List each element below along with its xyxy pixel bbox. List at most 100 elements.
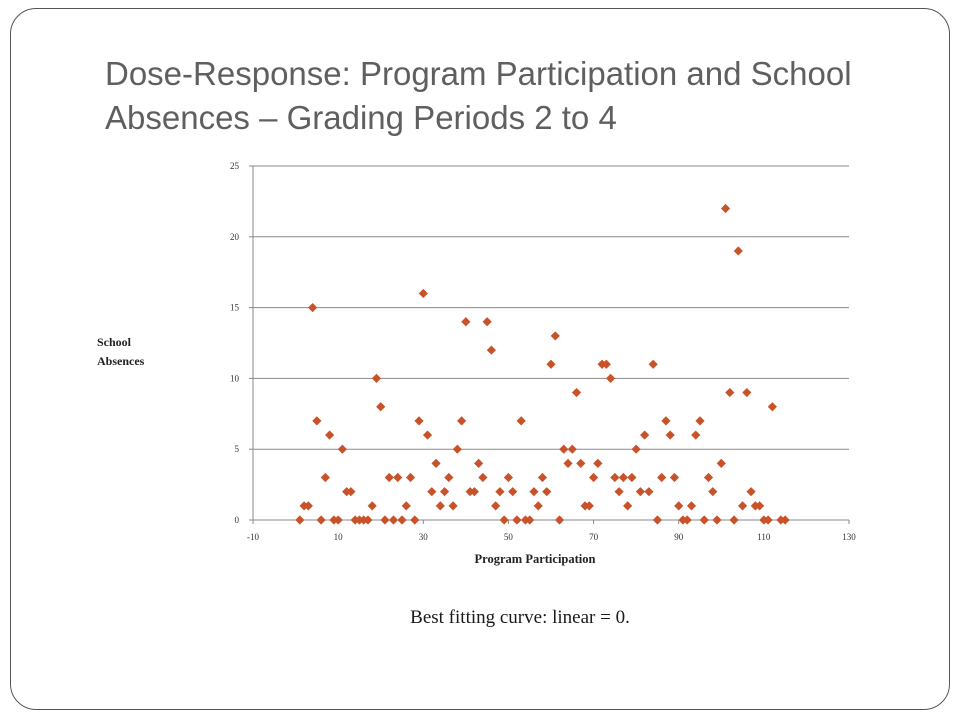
data-point: [508, 487, 518, 497]
data-point: [546, 359, 556, 369]
x-tick-label: 10: [334, 532, 344, 542]
data-point: [712, 515, 722, 525]
data-point: [703, 472, 714, 483]
data-point: [576, 458, 586, 468]
data-point: [363, 515, 373, 525]
data-point: [746, 487, 756, 497]
y-tick-label: 0: [235, 515, 240, 525]
slide-frame: [10, 8, 950, 710]
data-point: [606, 373, 616, 383]
y-tick-label: 5: [235, 444, 240, 454]
data-point: [623, 501, 633, 511]
data-point: [780, 515, 790, 525]
data-point: [333, 515, 343, 525]
data-point: [614, 487, 624, 497]
data-point: [414, 416, 424, 426]
data-point: [495, 487, 505, 497]
data-points: [295, 203, 790, 525]
x-axis-label: Program Participation: [475, 552, 596, 566]
data-point: [529, 487, 539, 497]
data-point: [618, 472, 628, 483]
data-point: [320, 472, 330, 483]
data-point: [469, 487, 479, 497]
data-point: [474, 458, 484, 468]
data-point: [312, 416, 322, 426]
data-point: [563, 458, 573, 468]
data-point: [380, 515, 390, 525]
data-point: [674, 501, 684, 511]
x-tick-label: 50: [504, 532, 514, 542]
data-point: [691, 430, 701, 440]
data-point: [601, 359, 611, 369]
data-point: [742, 387, 752, 398]
data-point: [512, 515, 522, 525]
data-point: [699, 515, 709, 525]
y-tick-label: 15: [230, 303, 240, 313]
data-point: [371, 373, 382, 383]
data-point: [627, 472, 637, 483]
data-point: [644, 487, 654, 497]
data-point: [755, 501, 765, 511]
data-point: [695, 416, 705, 426]
data-point: [729, 515, 739, 525]
data-point: [516, 416, 526, 426]
data-point: [316, 515, 326, 525]
data-point: [367, 501, 377, 511]
data-point: [708, 487, 718, 497]
data-point: [648, 359, 658, 369]
data-point: [767, 402, 777, 412]
x-tick-label: 70: [589, 532, 599, 542]
data-point: [308, 303, 318, 313]
y-tick-label: 10: [230, 373, 240, 383]
data-point: [435, 501, 445, 511]
data-point: [295, 515, 305, 525]
data-point: [337, 444, 347, 454]
data-point: [422, 430, 433, 440]
gridlines: [249, 165, 850, 524]
slide-title: Dose-Response: Program Participation and…: [105, 55, 852, 136]
data-point: [763, 515, 773, 525]
data-point: [376, 402, 386, 412]
data-point: [550, 331, 560, 341]
data-point: [631, 444, 641, 454]
data-point: [325, 430, 335, 440]
data-point: [461, 317, 471, 327]
y-tick-label: 20: [230, 232, 240, 242]
data-point: [397, 515, 407, 525]
data-point: [720, 203, 731, 214]
x-tick-label: -10: [247, 532, 259, 542]
data-point: [635, 487, 645, 497]
data-point: [448, 501, 458, 511]
data-point: [593, 458, 603, 468]
data-point: [427, 487, 437, 497]
x-tick-label: 30: [419, 532, 429, 542]
data-point: [410, 515, 420, 525]
data-point: [733, 246, 743, 256]
data-point: [559, 444, 569, 454]
data-point: [610, 472, 620, 483]
data-point: [401, 501, 411, 511]
data-point: [537, 472, 548, 483]
data-point: [682, 515, 692, 525]
x-tick-labels: -10 10 30 50 70 90 110 130: [247, 532, 856, 542]
data-point: [491, 501, 501, 511]
data-point: [571, 387, 582, 398]
data-point: [439, 487, 450, 497]
y-tick-label: 25: [230, 161, 240, 171]
data-point: [388, 515, 399, 525]
x-tick-label: 110: [757, 532, 771, 542]
data-point: [669, 472, 680, 483]
data-point: [716, 458, 726, 468]
data-point: [418, 288, 428, 299]
x-tick-label: 90: [674, 532, 684, 542]
data-point: [431, 458, 441, 468]
data-point: [567, 444, 577, 454]
caption: Best fitting curve: linear = 0.: [410, 607, 630, 628]
data-point: [452, 444, 462, 454]
data-point: [737, 501, 748, 511]
data-point: [478, 472, 488, 483]
data-point: [686, 501, 697, 511]
data-point: [665, 430, 675, 440]
data-point: [657, 472, 667, 483]
